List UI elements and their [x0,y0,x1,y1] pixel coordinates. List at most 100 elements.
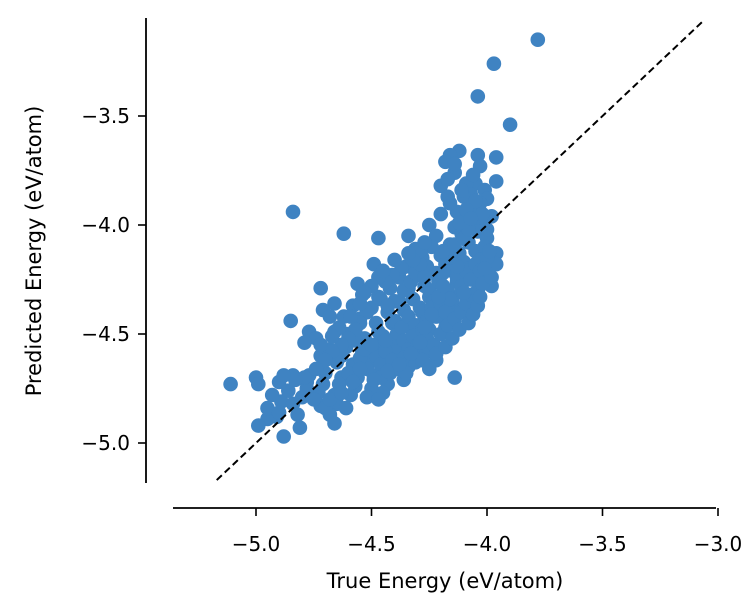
data-point [401,228,416,244]
data-point [375,263,391,279]
data-point [387,252,402,268]
data-point [336,226,352,241]
data-point [366,372,382,388]
data-point [271,405,287,420]
data-point [260,400,275,416]
data-point [334,385,349,401]
data-point [380,363,396,379]
data-point [433,206,449,222]
x-tick-label: −3.0 [694,532,743,556]
data-point [502,117,518,132]
x-tick-label: −4.5 [347,532,396,556]
data-point [417,235,432,250]
data-point [283,313,299,329]
data-point [313,280,329,296]
data-point [424,307,439,322]
data-point [452,215,467,231]
data-point [447,156,463,172]
data-point [391,357,407,372]
data-point [276,368,292,383]
data-point [250,418,266,433]
data-point [472,289,488,305]
data-point [357,285,372,300]
data-point [313,337,329,353]
data-point [352,361,368,377]
x-tick-label: −3.5 [578,532,627,556]
data-point [468,193,483,209]
data-point [412,335,428,351]
data-point [470,89,486,104]
data-point [281,383,296,399]
data-point [371,230,386,246]
data-point [380,298,396,314]
data-point [308,361,324,377]
data-point [530,32,546,47]
y-tick-label: −4.5 [81,322,130,346]
data-point [364,337,379,353]
data-point [431,289,446,305]
data-point [463,211,479,226]
data-point [299,381,315,396]
x-axis-label: True Energy (eV/atom) [326,569,564,593]
y-tick-label: −4.0 [81,213,130,237]
data-point [442,195,458,211]
data-point [352,296,368,311]
data-point [324,328,340,344]
data-point [297,335,312,351]
data-point [417,270,432,285]
points-layer [223,32,546,444]
data-point [422,361,437,377]
data-point [488,174,504,189]
data-point [435,278,451,294]
data-point [343,309,359,324]
data-point [447,370,463,385]
data-point [488,150,504,165]
data-point [435,265,451,281]
data-point [454,182,469,198]
x-tick-label: −4.0 [463,532,512,556]
data-point [403,346,419,361]
data-point [285,396,301,412]
data-point [479,222,495,237]
data-point [276,429,292,444]
data-point [394,320,409,335]
data-point [318,352,333,368]
reference-line [216,21,703,481]
data-point [470,147,486,163]
data-point [338,400,354,416]
data-point [428,228,444,244]
data-point [322,309,338,324]
y-tick-label: −5.0 [81,431,130,455]
data-point [440,171,456,187]
data-point [327,296,342,311]
data-point [292,420,308,436]
data-point [442,291,458,307]
data-point [285,204,301,220]
data-point [486,56,502,71]
data-point [322,392,338,407]
data-point [465,167,481,183]
data-point [435,243,451,259]
data-point [288,372,303,388]
data-point [401,246,416,261]
data-point [345,374,361,390]
data-point [250,376,266,392]
data-point [306,392,322,407]
data-point [482,243,497,259]
data-point [477,261,493,276]
data-point [456,285,472,300]
data-point [463,272,479,287]
data-point [290,407,305,423]
x-tick-label: −5.0 [232,532,281,556]
data-point [223,376,238,392]
data-point [475,206,490,222]
y-axis-label: Predicted Energy (eV/atom) [22,106,46,397]
data-point [422,217,437,233]
data-point [264,387,280,403]
data-point [371,392,386,407]
x-ticks: −5.0 −4.5 −4.0 −3.5 −3.0 [232,508,743,556]
data-point [417,320,432,335]
y-tick-label: −3.5 [81,104,130,128]
y-ticks: −5.0 −4.5 −4.0 −3.5 [81,104,146,455]
